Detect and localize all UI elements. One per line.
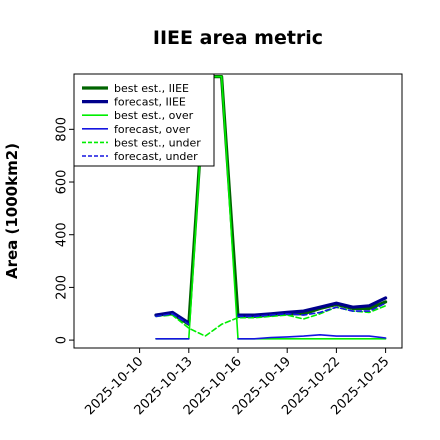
series-line-4	[155, 334, 387, 340]
chart-title: IIEE area metric	[153, 27, 323, 49]
y-tick-label: 400	[55, 222, 70, 247]
series-line-6	[155, 302, 387, 326]
y-tick-label: 200	[55, 275, 70, 300]
x-axis: 2025-10-102025-10-132025-10-162025-10-19…	[82, 348, 392, 418]
series-line-2	[154, 296, 388, 325]
y-tick-label: 0	[55, 336, 70, 344]
y-tick-label: 600	[55, 170, 70, 195]
series-line-3	[155, 75, 387, 340]
y-axis-label: Area (1000km2)	[3, 143, 21, 279]
legend-label: best est., over	[114, 109, 194, 122]
y-tick-label: 800	[55, 117, 70, 142]
legend-label: best est., under	[114, 136, 201, 149]
legend-label: forecast, IIEE	[114, 96, 186, 109]
legend-label: forecast, under	[114, 150, 198, 163]
legend-label: best est., IIEE	[114, 82, 189, 95]
legend-label: forecast, over	[114, 123, 190, 136]
y-axis: 0 200 400 600 800	[55, 117, 74, 344]
series-line-5	[155, 305, 387, 337]
series-layer	[154, 75, 388, 340]
